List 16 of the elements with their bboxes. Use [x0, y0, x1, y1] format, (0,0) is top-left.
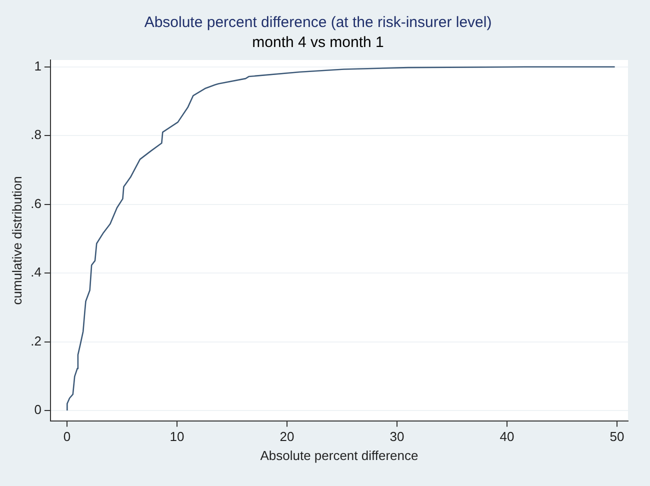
- y-tick-label: .2: [30, 333, 42, 348]
- y-tick-label: .8: [30, 127, 42, 142]
- x-tick-label: 10: [170, 429, 184, 444]
- y-tick-label: .4: [30, 264, 42, 280]
- x-tick-label: 40: [500, 429, 514, 444]
- x-tick-label: 50: [610, 429, 624, 444]
- x-axis-title: Absolute percent difference: [260, 448, 418, 463]
- y-tick-label: 1: [34, 58, 42, 74]
- chart-title: Absolute percent difference (at the risk-insurer level): [144, 14, 492, 32]
- y-tick-label: .6: [30, 196, 42, 211]
- chart-subtitle: month 4 vs month 1: [252, 34, 384, 52]
- y-axis-title: cumulative distribution: [9, 176, 24, 305]
- x-tick-label: 30: [390, 429, 404, 444]
- x-tick-label: 20: [280, 429, 294, 444]
- y-tick-label: 0: [34, 402, 42, 418]
- x-tick-label: 0: [63, 429, 71, 444]
